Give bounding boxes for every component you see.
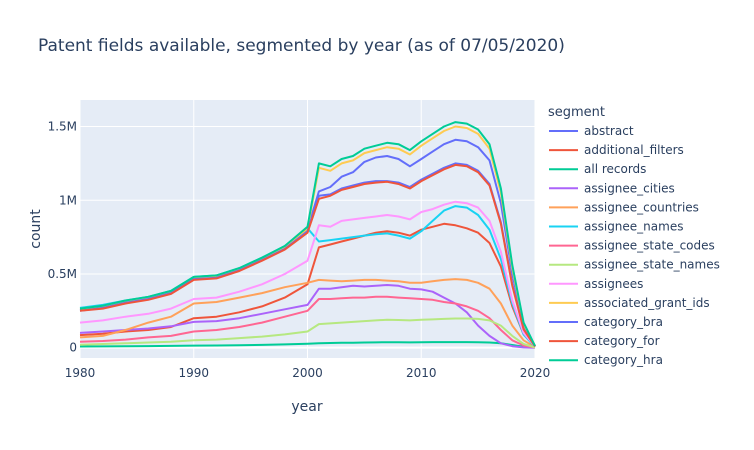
legend[interactable]: abstract additional_filtersall records ass… xyxy=(549,124,720,367)
x-axis-title: year xyxy=(291,399,322,415)
legend-item[interactable]: assignee_cities xyxy=(549,181,675,195)
legend-item[interactable]: abstract xyxy=(549,124,634,138)
x-tick-label: 2000 xyxy=(292,366,323,380)
x-tick-label: 2010 xyxy=(406,366,437,380)
legend-label: all records xyxy=(584,162,646,176)
legend-item[interactable]: assignee_names xyxy=(549,220,683,234)
legend-label: abstract xyxy=(584,124,634,138)
legend-label: category_bra xyxy=(584,315,663,329)
legend-item[interactable]: assignee_state_names xyxy=(549,258,720,272)
y-tick-label: 1.5M xyxy=(48,120,77,134)
legend-item[interactable]: assignee_countries xyxy=(549,200,699,214)
legend-label: assignee_names xyxy=(584,220,683,234)
legend-item[interactable]: assignee_state_codes xyxy=(549,239,715,253)
legend-label: assignee_state_names xyxy=(584,258,720,272)
y-tick-label: 0.5M xyxy=(48,267,77,281)
legend-title: segment xyxy=(548,105,605,120)
legend-item[interactable]: additional_filters xyxy=(549,143,684,157)
y-tick-label: 1M xyxy=(59,193,77,207)
legend-label: assignee_cities xyxy=(584,181,675,195)
y-tick-labels: 0 0.5M 1M 1.5M xyxy=(48,120,77,355)
chart-title: Patent fields available, segmented by ye… xyxy=(38,36,565,56)
x-tick-label: 1980 xyxy=(65,366,96,380)
legend-label: assignees xyxy=(584,277,643,291)
legend-label: category_hra xyxy=(584,353,663,367)
y-tick-label: 0 xyxy=(69,341,77,355)
legend-item[interactable]: assignees xyxy=(549,277,643,291)
y-axis-title: count xyxy=(28,209,44,249)
legend-label: assignee_state_codes xyxy=(584,239,715,253)
x-tick-label: 2020 xyxy=(520,366,551,380)
legend-item[interactable]: category_for xyxy=(549,334,660,348)
legend-item[interactable]: category_hra xyxy=(549,353,663,367)
legend-item[interactable]: all records xyxy=(549,162,646,176)
legend-label: additional_filters xyxy=(584,143,684,157)
legend-label: category_for xyxy=(584,334,660,348)
legend-item[interactable]: category_bra xyxy=(549,315,663,329)
legend-label: associated_grant_ids xyxy=(584,296,710,310)
legend-label: assignee_countries xyxy=(584,200,699,214)
legend-item[interactable]: associated_grant_ids xyxy=(549,296,710,310)
x-tick-labels: 1980 1990 2000 2010 2020 xyxy=(65,366,551,380)
x-tick-label: 1990 xyxy=(178,366,209,380)
